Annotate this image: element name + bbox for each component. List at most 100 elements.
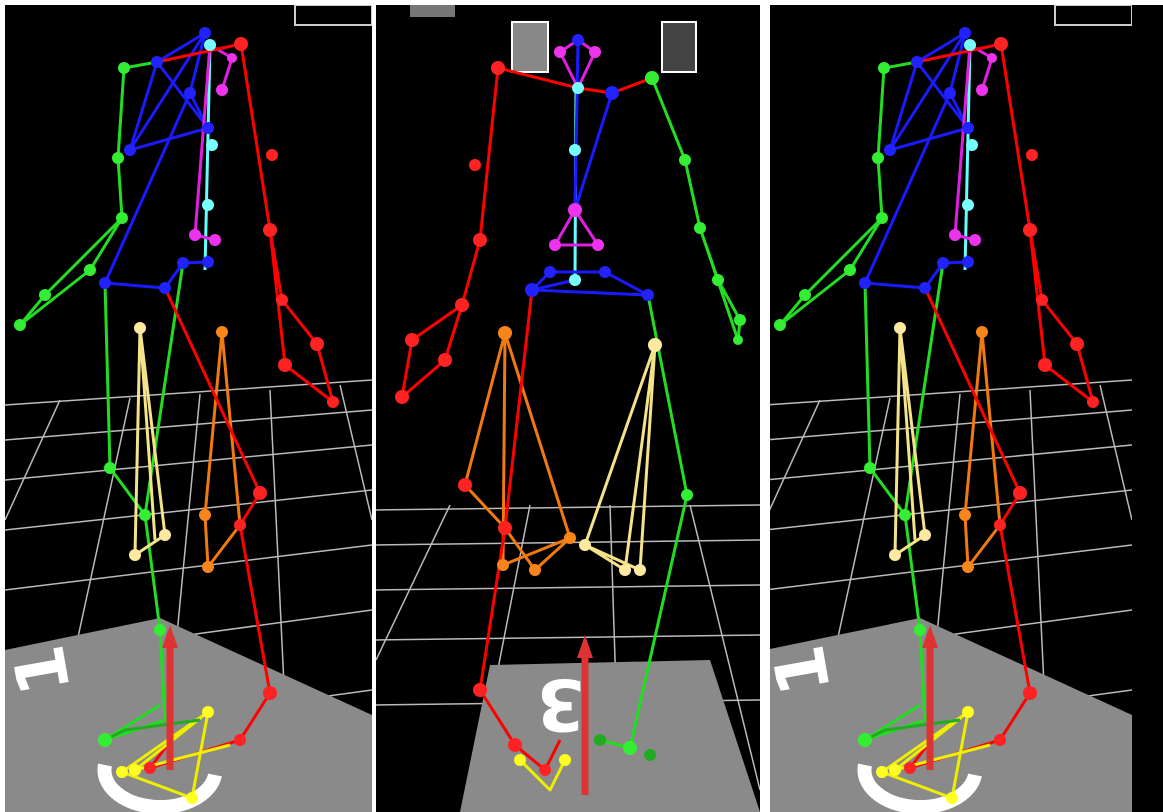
group xyxy=(569,82,584,286)
joint xyxy=(206,139,218,151)
joint xyxy=(644,749,656,761)
group xyxy=(497,326,576,576)
joint xyxy=(204,39,216,51)
joint xyxy=(116,766,128,778)
joint xyxy=(124,144,136,156)
joint xyxy=(104,462,116,474)
joint xyxy=(594,734,606,746)
joint xyxy=(619,564,631,576)
joint xyxy=(266,149,278,161)
joint xyxy=(634,564,646,576)
joint xyxy=(572,82,584,94)
joint xyxy=(278,358,292,372)
group xyxy=(579,338,662,576)
bone xyxy=(553,209,600,247)
joint xyxy=(209,234,221,246)
shape xyxy=(410,5,455,17)
group xyxy=(199,326,228,573)
joint xyxy=(151,56,163,68)
joint xyxy=(84,264,96,276)
line xyxy=(339,384,372,521)
joint xyxy=(98,733,112,747)
joint xyxy=(569,274,581,286)
joint xyxy=(202,199,214,211)
joint xyxy=(395,390,409,404)
joint xyxy=(568,203,582,217)
joint xyxy=(227,53,237,63)
shape xyxy=(294,5,372,26)
joint xyxy=(681,489,693,501)
group xyxy=(549,46,604,251)
joint xyxy=(184,87,196,99)
group xyxy=(395,61,551,776)
joint xyxy=(118,62,130,74)
joint xyxy=(712,274,724,286)
joint xyxy=(498,326,512,340)
bone xyxy=(583,343,657,572)
group xyxy=(14,62,166,747)
joint xyxy=(216,84,228,96)
joint xyxy=(733,335,743,345)
joint xyxy=(189,229,201,241)
line xyxy=(376,504,760,511)
joint xyxy=(99,277,111,289)
joint xyxy=(159,529,171,541)
joint xyxy=(202,122,214,134)
joint xyxy=(455,298,469,312)
shape xyxy=(511,21,549,73)
joint xyxy=(579,539,591,551)
joint xyxy=(199,509,211,521)
group xyxy=(116,706,214,804)
joint xyxy=(473,683,487,697)
joint xyxy=(253,486,267,500)
line xyxy=(376,584,760,591)
joint xyxy=(14,319,26,331)
group xyxy=(129,322,171,561)
joint xyxy=(234,519,246,531)
bone xyxy=(203,44,212,271)
group xyxy=(525,34,654,301)
joint xyxy=(458,478,472,492)
joint xyxy=(605,86,619,100)
group xyxy=(514,754,571,766)
joint xyxy=(514,754,526,766)
joint xyxy=(694,222,706,234)
joint xyxy=(216,326,228,338)
joint xyxy=(734,314,746,326)
joint xyxy=(112,152,124,164)
joint xyxy=(559,754,571,766)
joint xyxy=(498,521,512,535)
view-left: 1 xyxy=(5,5,372,812)
joint xyxy=(554,46,566,58)
joint xyxy=(679,154,691,166)
joint xyxy=(177,257,189,269)
bone xyxy=(518,758,567,792)
bone xyxy=(497,66,653,95)
shape xyxy=(162,625,178,648)
bone xyxy=(573,38,614,212)
joint xyxy=(202,706,214,718)
joint xyxy=(529,564,541,576)
joint xyxy=(645,71,659,85)
shape xyxy=(661,21,697,73)
joint xyxy=(234,734,246,746)
joint xyxy=(549,239,561,251)
joint xyxy=(564,532,576,544)
joint xyxy=(276,294,288,306)
line xyxy=(376,504,451,661)
joint xyxy=(154,624,166,636)
joint xyxy=(263,223,277,237)
joint xyxy=(405,333,419,347)
joint xyxy=(134,322,146,334)
joint xyxy=(642,289,654,301)
bone xyxy=(156,42,335,404)
bone xyxy=(599,294,689,750)
joint xyxy=(159,282,171,294)
bone xyxy=(128,32,207,151)
shape xyxy=(577,635,593,658)
joint xyxy=(491,61,505,75)
joint xyxy=(234,37,248,51)
joint xyxy=(202,561,214,573)
shape xyxy=(5,618,372,812)
